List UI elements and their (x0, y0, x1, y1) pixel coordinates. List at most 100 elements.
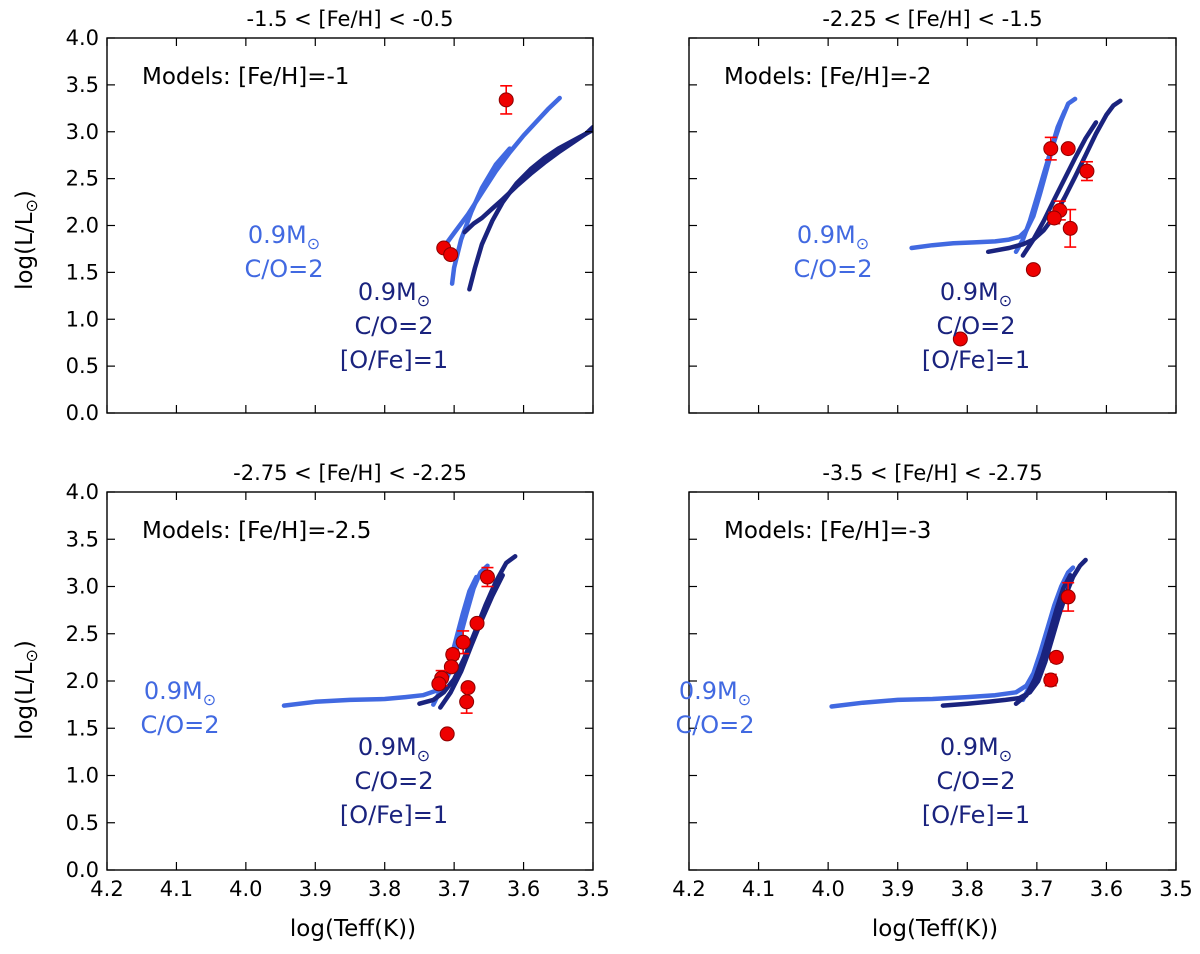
label-dark-sun: ⊙ (417, 746, 430, 765)
x-tick-label: 4.1 (160, 877, 193, 901)
x-tick-label: 3.5 (576, 877, 609, 901)
label-light-sun: ⊙ (738, 690, 751, 709)
models-annotation: Models: [Fe/H]=-1 (142, 64, 349, 90)
label-light-track: 0.9M⊙ C/O=2 (675, 677, 754, 739)
star-point (445, 647, 461, 663)
x-tick-label: 4.0 (229, 877, 262, 901)
ylabel-bottom: log(L/L⊙) (12, 640, 41, 740)
star-point (439, 726, 455, 742)
y-tick-label: 2.5 (66, 622, 99, 646)
y-tick-label: 1.5 (66, 716, 99, 740)
x-tick-label: 3.7 (437, 877, 470, 901)
ylabel-top-close: ) (12, 190, 38, 199)
label-dark-mass: 0.9M (358, 278, 417, 306)
label-light-sun: ⊙ (203, 690, 216, 709)
models-annotation: Models: [Fe/H]=-3 (724, 518, 931, 544)
model-track-dark (940, 557, 1088, 708)
ylabel-bottom-sun: ⊙ (22, 649, 41, 662)
star-point (1043, 141, 1059, 157)
model-track-light (449, 146, 512, 286)
star-point (479, 569, 495, 585)
plot-area (281, 554, 518, 742)
y-tick-label: 1.5 (66, 260, 99, 284)
y-tick-label: 3.0 (66, 120, 99, 144)
label-dark-ofe: [O/Fe]=1 (922, 801, 1030, 829)
label-dark-co: C/O=2 (936, 312, 1015, 340)
label-dark-track: 0.9M⊙ C/O=2 [O/Fe]=1 (340, 733, 448, 829)
ylabel-bottom-main: log(L/L (12, 662, 38, 740)
model-track-dark (1020, 120, 1099, 258)
y-tick-label: 1.0 (66, 764, 99, 788)
panel-1: -1.5 < [Fe/H] < -0.5 0.0 0.5 1.0 1.5 2.0 2.5 3.… (66, 7, 594, 425)
panel-title: -2.25 < [Fe/H] < -1.5 (822, 7, 1042, 31)
star-point (1025, 262, 1041, 278)
y-tick-label: 3.0 (66, 575, 99, 599)
y-tick-label: 0.0 (66, 858, 99, 882)
y-tick-label: 0.5 (66, 811, 99, 835)
label-dark-mass: 0.9M (358, 733, 417, 761)
ylabel-top-main: log(L/L (12, 212, 38, 290)
x-tick-label: 3.6 (507, 877, 540, 901)
label-light-track: 0.9M⊙ C/O=2 (793, 221, 872, 283)
label-dark-ofe: [O/Fe]=1 (340, 346, 448, 374)
label-light-track: 0.9M⊙ C/O=2 (244, 221, 323, 283)
x-tick-label: 4.2 (90, 877, 123, 901)
star-point (1048, 649, 1064, 665)
star-point (459, 694, 475, 710)
star-point (1060, 141, 1076, 157)
model-track-dark (438, 572, 505, 710)
panel-4: -3.5 < [Fe/H] < -2.75 4.2 4.1 4.0 3.9 3.8 3.7 3… (672, 461, 1192, 901)
model-track-dark (1013, 572, 1073, 706)
panel-title: -2.75 < [Fe/H] < -2.25 (233, 461, 467, 485)
ylabel-bottom-close: ) (12, 640, 38, 649)
x-tick-label: 3.8 (368, 877, 401, 901)
label-light-mass: 0.9M (679, 677, 738, 705)
label-dark-co: C/O=2 (354, 312, 433, 340)
star-point (1079, 163, 1095, 179)
panel-2: -2.25 < [Fe/H] < -1.5 Models: [Fe/H]=-2 0.… (688, 7, 1177, 414)
models-annotation: Models: [Fe/H]=-2 (724, 64, 931, 90)
plot-area (829, 557, 1088, 709)
label-light-co: C/O=2 (793, 255, 872, 283)
label-dark-track: 0.9M⊙ C/O=2 [O/Fe]=1 (340, 278, 448, 374)
label-light-mass: 0.9M (248, 221, 307, 249)
x-tick-label: 3.8 (951, 877, 984, 901)
label-dark-sun: ⊙ (999, 746, 1012, 765)
xlabel-right: log(Teff(K)) (872, 916, 998, 942)
model-track-light (1013, 108, 1067, 255)
y-tick-label: 0.0 (66, 401, 99, 425)
y-tick-label: 2.5 (66, 167, 99, 191)
model-track-dark (985, 98, 1123, 255)
ylabel-top: log(L/L⊙) (12, 190, 41, 290)
label-dark-track: 0.9M⊙ C/O=2 [O/Fe]=1 (922, 733, 1030, 829)
model-track-dark (462, 124, 593, 235)
x-tick-label: 4.0 (811, 877, 844, 901)
star-point (469, 615, 485, 631)
model-track-light (909, 96, 1078, 251)
label-light-mass: 0.9M (144, 677, 203, 705)
label-light-mass: 0.9M (797, 221, 856, 249)
label-dark-mass: 0.9M (940, 733, 999, 761)
star-point (443, 659, 459, 675)
star-point (460, 680, 476, 696)
y-tick-label: 4.0 (66, 480, 99, 504)
label-dark-co: C/O=2 (354, 767, 433, 795)
star-point (1062, 220, 1078, 236)
models-annotation: Models: [Fe/H]=-2.5 (142, 518, 371, 544)
label-dark-ofe: [O/Fe]=1 (340, 801, 448, 829)
panel-3: -2.75 < [Fe/H] < -2.25 4.2 4.1 4.0 3.9 3.8 3.7… (66, 461, 610, 901)
y-tick-label: 1.0 (66, 307, 99, 331)
y-tick-label: 0.5 (66, 354, 99, 378)
y-tick-label: 4.0 (66, 26, 99, 50)
y-tick-label: 3.5 (66, 73, 99, 97)
star-point (455, 634, 471, 650)
label-dark-mass: 0.9M (940, 278, 999, 306)
x-tick-label: 3.9 (299, 877, 332, 901)
y-tick-label: 2.0 (66, 214, 99, 238)
panel-title: -1.5 < [Fe/H] < -0.5 (247, 7, 454, 31)
label-dark-co: C/O=2 (936, 767, 1015, 795)
x-tick-label: 3.6 (1090, 877, 1123, 901)
label-light-co: C/O=2 (244, 255, 323, 283)
y-tick-label: 2.0 (66, 669, 99, 693)
